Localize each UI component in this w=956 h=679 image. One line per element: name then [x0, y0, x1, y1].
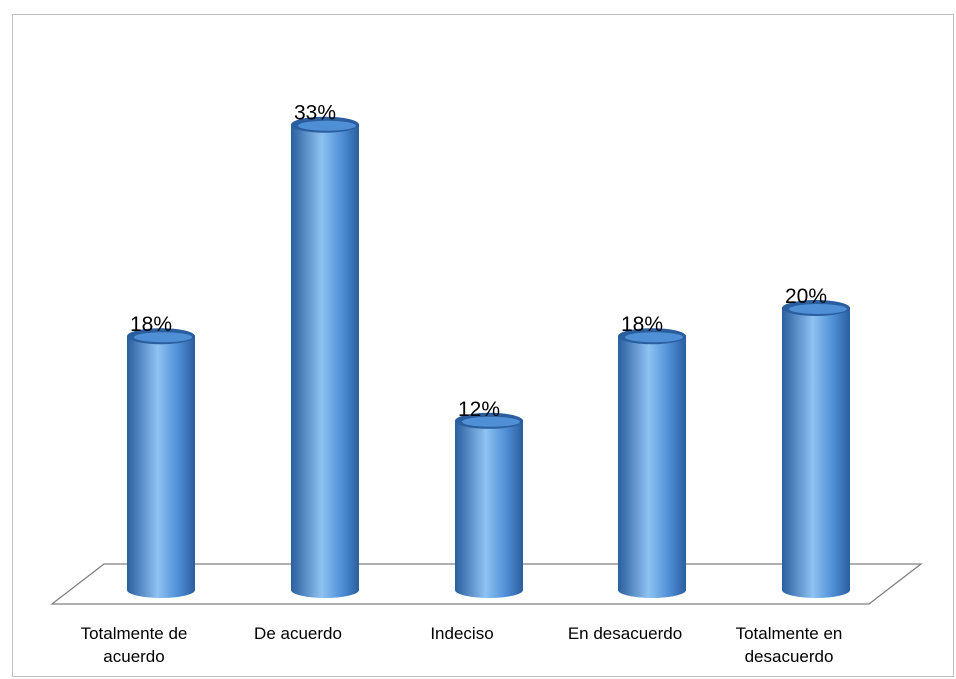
bar-body	[782, 308, 850, 598]
data-label: 33%	[294, 102, 336, 125]
chart-frame	[12, 14, 954, 677]
bar-2	[291, 116, 359, 598]
chart-floor	[50, 563, 923, 605]
bar-1	[127, 328, 195, 598]
category-label: Indeciso	[430, 624, 493, 643]
category-label: Totalmente de acuerdo	[81, 624, 188, 666]
category-label: De acuerdo	[254, 624, 342, 643]
data-label: 18%	[130, 313, 172, 336]
data-label: 18%	[621, 313, 663, 336]
bar-body	[455, 420, 523, 598]
category-label: En desacuerdo	[568, 624, 682, 643]
data-label: 20%	[785, 285, 827, 308]
bar-4	[618, 328, 686, 598]
data-label: 12%	[458, 398, 500, 421]
bar-body	[127, 336, 195, 598]
bar-body	[291, 124, 359, 598]
bar-5	[782, 300, 850, 598]
bar-3	[455, 412, 523, 598]
bars-layer	[127, 116, 850, 598]
bar-body	[618, 336, 686, 598]
bar-top-highlight	[462, 416, 520, 427]
category-label: Totalmente en desacuerdo	[736, 624, 843, 666]
bar-top-highlight	[298, 120, 356, 131]
labels-layer: 18% 33% 12% 18% 20%	[130, 102, 827, 421]
bar-top-highlight	[134, 332, 192, 343]
category-axis: Totalmente de acuerdo De acuerdo Indeciso En…	[81, 624, 843, 666]
bar-top-highlight	[789, 304, 847, 314]
bar-top-highlight	[625, 332, 683, 343]
